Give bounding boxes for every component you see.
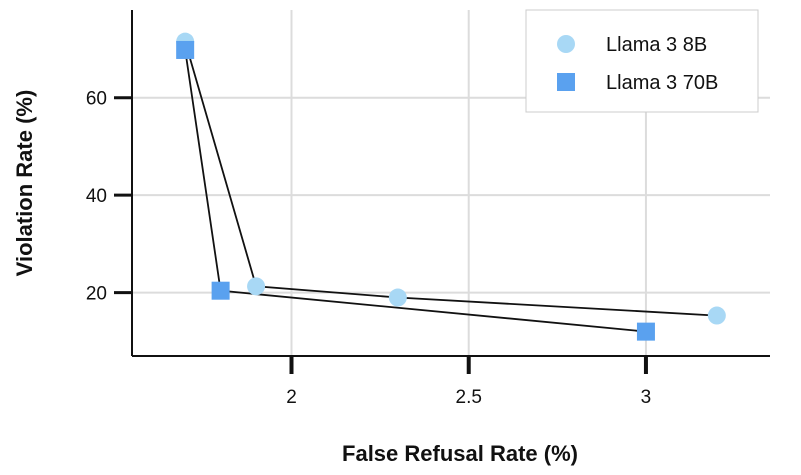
series-line-0 bbox=[184, 41, 717, 317]
legend-label: Llama 3 8B bbox=[606, 34, 707, 56]
data-point-circle bbox=[388, 288, 407, 307]
data-point-circle bbox=[247, 277, 266, 296]
data-point-square bbox=[176, 40, 195, 59]
legend-label: Llama 3 70B bbox=[606, 72, 718, 94]
data-point-circle bbox=[707, 306, 726, 325]
data-point-square bbox=[636, 322, 655, 341]
x-axis-title: False Refusal Rate (%) bbox=[342, 441, 578, 466]
legend-marker-square bbox=[557, 73, 575, 91]
y-axis-title: Violation Rate (%) bbox=[12, 90, 37, 277]
legend-box bbox=[525, 9, 759, 113]
axes bbox=[131, 10, 770, 357]
axis-ticks: 2 2.5 3 20 40 60 bbox=[86, 89, 651, 408]
x-tick-label: 3 bbox=[641, 387, 652, 408]
series-markers bbox=[176, 32, 726, 341]
data-point-square bbox=[211, 281, 230, 300]
x-tick-label: 2 bbox=[286, 387, 297, 408]
y-tick-label: 40 bbox=[86, 186, 107, 207]
x-tick-label: 2.5 bbox=[456, 387, 482, 408]
legend-marker-circle bbox=[557, 35, 575, 53]
y-tick-label: 20 bbox=[86, 284, 107, 305]
legend: Llama 3 8B Llama 3 70B bbox=[525, 9, 759, 113]
y-tick-label: 60 bbox=[86, 89, 107, 110]
